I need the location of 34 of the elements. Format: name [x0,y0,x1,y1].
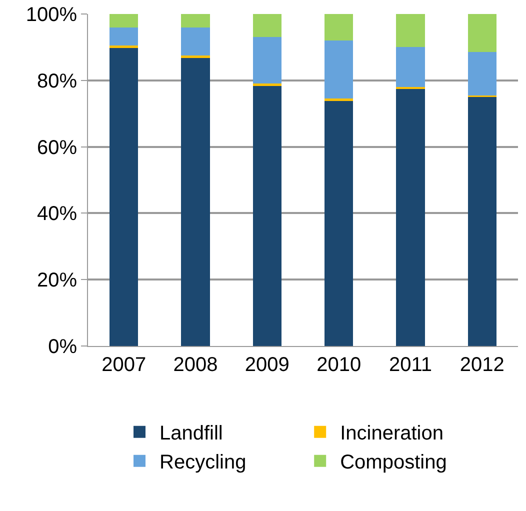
x-tick-label: 2012 [460,354,504,376]
legend-label: Incineration [340,422,444,445]
bar [324,14,354,41]
y-tick-label: 20% [36,270,78,292]
y-tick-label: 100% [26,4,78,26]
bar [252,85,282,346]
legend-label: Landfill [160,422,223,445]
legend-label: Recycling [160,452,246,474]
bar [468,97,496,346]
bar [181,14,210,28]
x-tick-label: 2007 [102,354,146,376]
bar [181,57,210,346]
bar [324,100,354,346]
y-tick-label: 80% [36,70,78,92]
x-tick-label: 2008 [173,354,218,376]
x-tick-label: 2011 [388,354,432,376]
bar [181,27,210,56]
bar [110,47,138,346]
legend-label: Composting [340,452,447,474]
bar [468,14,496,52]
bar [396,88,425,346]
y-tick-label: 0% [48,336,78,358]
bar [252,37,282,84]
x-tick-label: 2010 [316,354,362,376]
y-tick-label: 60% [36,136,78,159]
bar [468,52,496,96]
bar [110,14,138,28]
bar [396,47,425,88]
bar [252,14,282,38]
bar [324,40,354,99]
y-tick-label: 40% [36,203,78,226]
bar [396,14,425,48]
bar [110,27,138,46]
x-tick-label: 2009 [244,354,290,376]
